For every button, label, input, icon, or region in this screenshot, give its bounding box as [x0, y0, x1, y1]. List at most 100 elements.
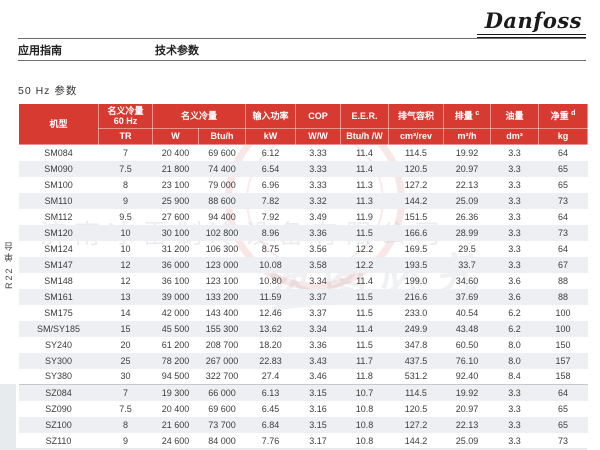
value-cell: 88 600: [198, 192, 246, 209]
model-cell: SM090: [18, 160, 99, 177]
value-cell: 11.4: [340, 160, 389, 177]
value-cell: 73 700: [198, 416, 246, 433]
value-cell: 15: [98, 320, 153, 337]
value-cell: 267 000: [198, 352, 246, 369]
header-row-names: 机型 名义冷量 60 Hz 名义冷量 输入功率 COP E.E.R. 排气容积 …: [18, 103, 589, 145]
value-cell: 11.4: [340, 320, 389, 337]
col-capacity: 名义冷量: [151, 103, 247, 129]
value-cell: 34.60: [455, 275, 479, 286]
value-cell: 3.34: [309, 275, 327, 286]
header-row-units: TR W Btu/h kW W/W Btu/h /W cm³/rev m³/h …: [19, 128, 589, 145]
value-cell: 84 000: [208, 435, 236, 446]
value-cell: 11.8: [356, 371, 373, 382]
value-cell: 3.16: [309, 403, 327, 414]
value-cell: 3.37: [309, 307, 327, 318]
table-row: SM124 10 31 200 106 300 8.75 3.56 12.2 169.5 29.…: [19, 241, 588, 257]
value-cell: 3.36: [309, 339, 327, 350]
value-cell: 3.3: [490, 160, 539, 177]
value-cell: 19.92: [443, 384, 491, 401]
value-cell: 94 400: [208, 211, 236, 222]
unit-btuh: Btu/h: [197, 128, 247, 145]
value-cell: 199.0: [404, 275, 428, 286]
value-cell: 10.80: [259, 275, 282, 286]
value-cell: 3.6: [490, 288, 539, 305]
value-cell: 11.5: [340, 288, 389, 305]
value-cell: 11.3: [356, 179, 373, 190]
model-cell: SM084: [44, 147, 73, 158]
unit-kg: kg: [538, 128, 589, 145]
value-cell: 13.62: [245, 320, 296, 337]
value-cell: 120.5: [404, 403, 428, 414]
value-cell: 29.5: [458, 243, 476, 254]
value-cell: 33.7: [443, 256, 491, 273]
value-cell: 3.3: [508, 211, 521, 222]
value-cell: 11.9: [356, 211, 373, 222]
value-cell: 92.40: [455, 371, 479, 382]
model-cell: SZ084: [18, 384, 99, 401]
col-capacity-60hz-line2: 60 Hz: [113, 116, 138, 126]
table-row: SM148 12 36 100 123 100 10.80 3.34 11.4 199.0 34…: [19, 273, 588, 289]
model-cell: SM147: [18, 256, 99, 273]
col-model: 机型: [18, 103, 99, 145]
danfoss-logo: Danfoss: [476, 8, 586, 38]
value-cell: 20: [120, 339, 131, 350]
value-cell: 20.97: [443, 160, 491, 177]
value-cell: 19.92: [455, 147, 479, 158]
col-capacity-60hz: 名义冷量 60 Hz: [98, 103, 153, 129]
value-cell: 10.8: [340, 416, 389, 433]
value-cell: 11.3: [340, 192, 389, 209]
value-cell: 12: [120, 275, 131, 286]
value-cell: 100: [538, 320, 588, 337]
unit-btuhw: Btu/h /W: [340, 128, 390, 145]
value-cell: 65: [538, 416, 588, 433]
table-row: SZ100 8 21 600 73 700 6.84 3.15 10.8 127.2 22.13…: [18, 416, 588, 433]
value-cell: 25.09: [443, 192, 491, 209]
value-cell: 120.5: [388, 160, 444, 177]
value-cell: 11.4: [356, 147, 373, 158]
value-cell: 27 600: [161, 211, 190, 222]
value-cell: 3.33: [309, 179, 327, 190]
value-cell: 25: [98, 352, 153, 369]
value-cell: 8.4: [508, 371, 521, 382]
table-row: SY380 30 94 500 322 700 27.4 3.46 11.8 531.2 92.…: [19, 369, 588, 385]
value-cell: 347.8: [404, 339, 428, 350]
unit-m3h: m³/h: [443, 128, 492, 145]
value-cell: 94 500: [161, 371, 190, 382]
model-cell: SY240: [44, 339, 73, 350]
value-cell: 65: [558, 179, 569, 190]
value-cell: 114.5: [405, 147, 427, 158]
value-cell: 27.4: [261, 371, 280, 382]
value-cell: 6.2: [508, 307, 521, 318]
value-cell: 21 800: [152, 160, 199, 177]
value-cell: 10: [120, 243, 131, 254]
col-cop: COP: [295, 103, 342, 129]
col-input-power: 输入功率: [245, 103, 297, 129]
value-cell: 127.2: [404, 179, 428, 190]
value-cell: 18.20: [259, 339, 282, 350]
value-cell: 166.6: [388, 224, 444, 241]
value-cell: 3.49: [309, 211, 327, 222]
value-cell: 7.5: [119, 403, 132, 414]
value-cell: 102 800: [198, 224, 246, 241]
value-cell: 73: [538, 224, 588, 241]
value-cell: 45 500: [152, 320, 199, 337]
section-label-r22: R22 单台: [4, 239, 14, 289]
value-cell: 233.0: [404, 307, 428, 318]
value-cell: 21 600: [152, 416, 199, 433]
table-header: 机型 名义冷量 60 Hz 名义冷量 输入功率 COP E.E.R. 排气容积 …: [18, 103, 589, 145]
value-cell: 39 000: [152, 288, 199, 305]
value-cell: 20.97: [455, 403, 479, 414]
value-cell: 3.3: [490, 192, 539, 209]
table-row: SM120 10 30 100 102 800 8.96 3.36 11.5 166.6 28.…: [18, 224, 588, 241]
model-cell: SM124: [44, 243, 73, 254]
value-cell: 7: [98, 384, 153, 401]
value-cell: 22.13: [455, 179, 479, 190]
value-cell: 150: [555, 339, 571, 350]
value-cell: 11.5: [356, 339, 373, 350]
model-cell: SM/SY185: [18, 320, 99, 337]
value-cell: 25.09: [455, 435, 479, 446]
value-cell: 61 200: [161, 339, 190, 350]
value-cell: 3.15: [295, 384, 341, 401]
table-row: SZ084 7 19 300 66 000 6.13 3.15 10.7 114.5 19.92…: [18, 384, 588, 401]
